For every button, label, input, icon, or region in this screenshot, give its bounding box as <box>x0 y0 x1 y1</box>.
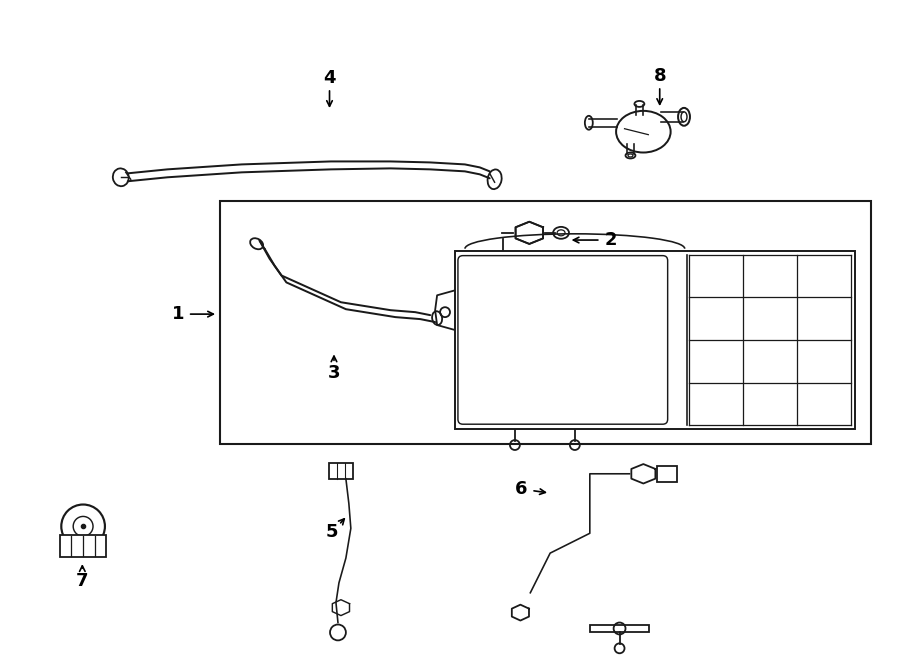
Ellipse shape <box>250 238 263 249</box>
Text: 2: 2 <box>605 231 617 249</box>
Ellipse shape <box>628 154 633 157</box>
Bar <box>220 201 871 444</box>
Text: 7: 7 <box>76 572 88 590</box>
FancyBboxPatch shape <box>458 256 668 424</box>
Text: 6: 6 <box>515 480 527 498</box>
Ellipse shape <box>557 230 565 236</box>
Ellipse shape <box>678 108 690 126</box>
Polygon shape <box>631 464 655 483</box>
Ellipse shape <box>112 169 129 186</box>
Bar <box>455 251 855 429</box>
Ellipse shape <box>554 227 569 239</box>
FancyBboxPatch shape <box>60 535 106 557</box>
Text: 3: 3 <box>328 364 340 382</box>
Text: 4: 4 <box>323 69 336 87</box>
Bar <box>590 625 649 633</box>
Ellipse shape <box>626 153 635 159</box>
Text: 5: 5 <box>326 524 338 541</box>
Polygon shape <box>516 221 543 244</box>
Ellipse shape <box>432 311 442 325</box>
Text: 1: 1 <box>172 305 184 323</box>
Ellipse shape <box>488 169 501 189</box>
Ellipse shape <box>616 111 670 153</box>
Text: 8: 8 <box>653 67 666 85</box>
Polygon shape <box>512 605 529 621</box>
Ellipse shape <box>681 112 687 122</box>
Ellipse shape <box>585 116 593 130</box>
Bar <box>657 466 677 482</box>
Bar <box>329 463 353 479</box>
Ellipse shape <box>634 101 644 107</box>
